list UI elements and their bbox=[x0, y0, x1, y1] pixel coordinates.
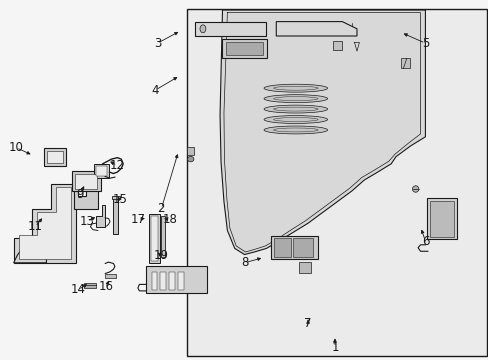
Polygon shape bbox=[14, 238, 46, 263]
Polygon shape bbox=[222, 39, 266, 58]
Bar bbox=[187, 147, 194, 155]
Bar bbox=[94, 164, 109, 178]
Text: 15: 15 bbox=[112, 193, 127, 206]
Bar bbox=[169, 272, 175, 290]
Bar bbox=[151, 272, 157, 290]
Polygon shape bbox=[220, 10, 425, 255]
Polygon shape bbox=[96, 205, 105, 227]
Ellipse shape bbox=[200, 25, 205, 33]
Polygon shape bbox=[19, 187, 71, 259]
Text: 2: 2 bbox=[157, 202, 165, 215]
Bar bbox=[112, 196, 120, 199]
Polygon shape bbox=[14, 184, 76, 263]
Bar bbox=[178, 272, 183, 290]
Bar bbox=[105, 274, 116, 278]
Ellipse shape bbox=[264, 95, 327, 103]
Ellipse shape bbox=[411, 186, 418, 192]
Bar bbox=[113, 198, 118, 234]
Ellipse shape bbox=[187, 156, 193, 162]
Bar bbox=[332, 41, 342, 50]
Bar bbox=[429, 201, 453, 237]
Bar bbox=[400, 58, 409, 68]
Bar bbox=[75, 174, 97, 189]
Text: 4: 4 bbox=[151, 84, 159, 96]
Bar bbox=[273, 238, 290, 257]
Text: 8: 8 bbox=[240, 256, 248, 269]
Text: 7: 7 bbox=[304, 317, 311, 330]
Text: 3: 3 bbox=[153, 37, 161, 50]
Polygon shape bbox=[276, 22, 356, 36]
Text: 14: 14 bbox=[71, 283, 85, 296]
Bar bbox=[72, 171, 101, 191]
Bar bbox=[44, 148, 66, 166]
Text: 9: 9 bbox=[76, 188, 83, 201]
Text: 17: 17 bbox=[130, 213, 145, 226]
Text: 10: 10 bbox=[9, 141, 23, 154]
Text: 1: 1 bbox=[330, 341, 338, 354]
Bar bbox=[161, 216, 165, 257]
Bar bbox=[150, 216, 158, 261]
Text: 6: 6 bbox=[421, 235, 428, 248]
Text: 19: 19 bbox=[154, 249, 168, 262]
Bar bbox=[160, 272, 166, 290]
Bar bbox=[47, 151, 62, 163]
Text: 5: 5 bbox=[421, 37, 428, 50]
Ellipse shape bbox=[264, 116, 327, 123]
Polygon shape bbox=[74, 184, 98, 209]
Bar bbox=[299, 262, 311, 273]
Bar bbox=[187, 9, 486, 356]
Text: 13: 13 bbox=[80, 215, 94, 228]
Bar bbox=[225, 42, 262, 55]
Text: 16: 16 bbox=[99, 280, 114, 293]
Ellipse shape bbox=[264, 84, 327, 92]
Bar bbox=[271, 236, 317, 259]
Bar bbox=[84, 283, 96, 288]
Bar bbox=[426, 198, 456, 239]
Text: 11: 11 bbox=[28, 220, 42, 233]
Ellipse shape bbox=[264, 126, 327, 134]
Bar bbox=[149, 214, 160, 263]
Bar bbox=[194, 22, 265, 36]
Text: 18: 18 bbox=[163, 213, 177, 226]
Bar bbox=[293, 238, 312, 257]
Ellipse shape bbox=[264, 105, 327, 113]
Bar bbox=[145, 266, 206, 293]
Text: 12: 12 bbox=[110, 159, 124, 172]
Bar bbox=[96, 166, 106, 176]
